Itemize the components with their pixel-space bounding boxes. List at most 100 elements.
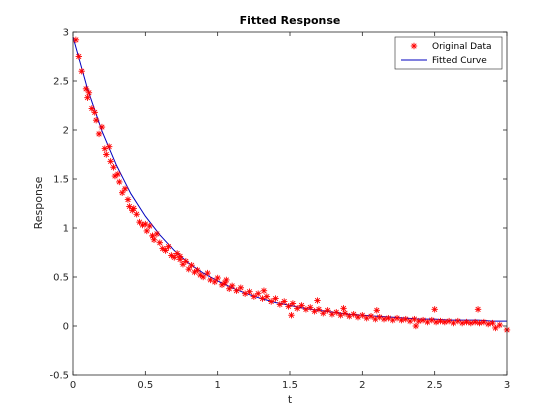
data-point [281, 298, 288, 305]
y-tick-label: 0 [63, 322, 69, 333]
legend-label-fitted-curve: Fitted Curve [432, 56, 487, 66]
data-point [188, 262, 195, 269]
data-point [267, 298, 275, 305]
data-point [114, 170, 122, 178]
data-point [492, 324, 499, 332]
data-point [118, 189, 126, 196]
data-point [333, 309, 340, 316]
data-point [298, 302, 305, 309]
y-tick-label: 0.5 [53, 273, 69, 284]
y-tick-label: 2 [63, 126, 69, 137]
data-point [314, 297, 321, 304]
data-point [324, 307, 331, 314]
data-point [412, 322, 420, 330]
y-tick-label: 1 [63, 224, 69, 235]
data-point [294, 305, 301, 312]
data-point [250, 293, 258, 300]
data-point [116, 178, 123, 186]
x-tick-label: 2.5 [427, 380, 443, 391]
data-point [458, 319, 466, 327]
data-point [441, 318, 448, 326]
y-tick-label: 3 [63, 28, 69, 39]
data-point [463, 318, 470, 326]
ticks-layer: 0 0.5 1 1.5 2 2.5 3-0.500.511.522.53 [49, 28, 510, 392]
data-point [432, 318, 440, 326]
data-point [124, 196, 132, 203]
data-point [91, 109, 98, 116]
data-point [373, 307, 380, 314]
data-point [146, 222, 153, 230]
x-tick-label: 2 [359, 380, 365, 391]
data-point [107, 158, 114, 165]
data-point [171, 254, 178, 261]
data-point [341, 310, 349, 317]
data-point [367, 313, 375, 320]
data-point [204, 269, 211, 277]
data-point [276, 301, 284, 308]
data-point [121, 185, 129, 192]
x-axis-label: t [288, 393, 293, 406]
data-point [88, 105, 96, 112]
data-point [228, 282, 236, 290]
data-point [133, 211, 140, 218]
data-point [415, 317, 422, 325]
data-point [211, 278, 218, 286]
data-point [98, 123, 106, 131]
legend-marker-original-data [410, 42, 418, 50]
data-point [75, 53, 82, 60]
data-point [340, 305, 347, 312]
data-point [200, 273, 207, 281]
data-point [84, 94, 91, 101]
data-point [471, 318, 479, 326]
data-point [320, 310, 327, 317]
data-point [359, 312, 366, 319]
data-point [85, 89, 93, 96]
data-point [223, 276, 230, 284]
x-tick-label: 1.5 [282, 380, 298, 391]
legend: Original Data Fitted Curve [394, 36, 503, 70]
data-point [474, 306, 482, 313]
data-point [82, 85, 90, 93]
data-point [72, 36, 80, 44]
x-tick-label: 0.5 [137, 380, 153, 391]
legend-marker-asterisk [410, 42, 418, 50]
data-point [476, 319, 483, 327]
plot-area [73, 32, 507, 375]
data-point [237, 284, 245, 291]
data-point [350, 311, 357, 318]
data-point [288, 312, 295, 319]
data-point [156, 239, 163, 246]
data-point [78, 68, 85, 75]
data-point [307, 304, 314, 311]
y-tick-label: -0.5 [49, 371, 69, 382]
data-point [246, 288, 253, 295]
data-point [95, 130, 103, 138]
data-point [398, 316, 405, 324]
data-point [254, 290, 262, 297]
data-point [263, 293, 271, 300]
data-point [182, 258, 190, 265]
y-axis-label: Response [32, 176, 45, 229]
data-point [92, 117, 100, 124]
data-point [285, 303, 292, 310]
x-tick-label: 0 [70, 380, 76, 391]
data-point [431, 306, 438, 313]
data-point [260, 287, 268, 294]
data-point [130, 205, 137, 212]
data-point [489, 319, 496, 327]
x-tick-label: 3 [504, 380, 510, 391]
data-point [149, 232, 156, 240]
data-point [185, 265, 192, 273]
y-tick-label: 1.5 [53, 175, 69, 186]
data-point [162, 247, 169, 254]
data-point [105, 143, 113, 150]
legend-label-original-data: Original Data [432, 42, 492, 52]
data-point [380, 315, 388, 323]
data-point [467, 319, 475, 327]
data-points-layer [72, 36, 511, 334]
data-point [110, 164, 117, 171]
data-point [194, 266, 201, 274]
y-tick-label: 2.5 [53, 77, 69, 88]
data-point [179, 261, 187, 268]
data-point [165, 243, 172, 250]
